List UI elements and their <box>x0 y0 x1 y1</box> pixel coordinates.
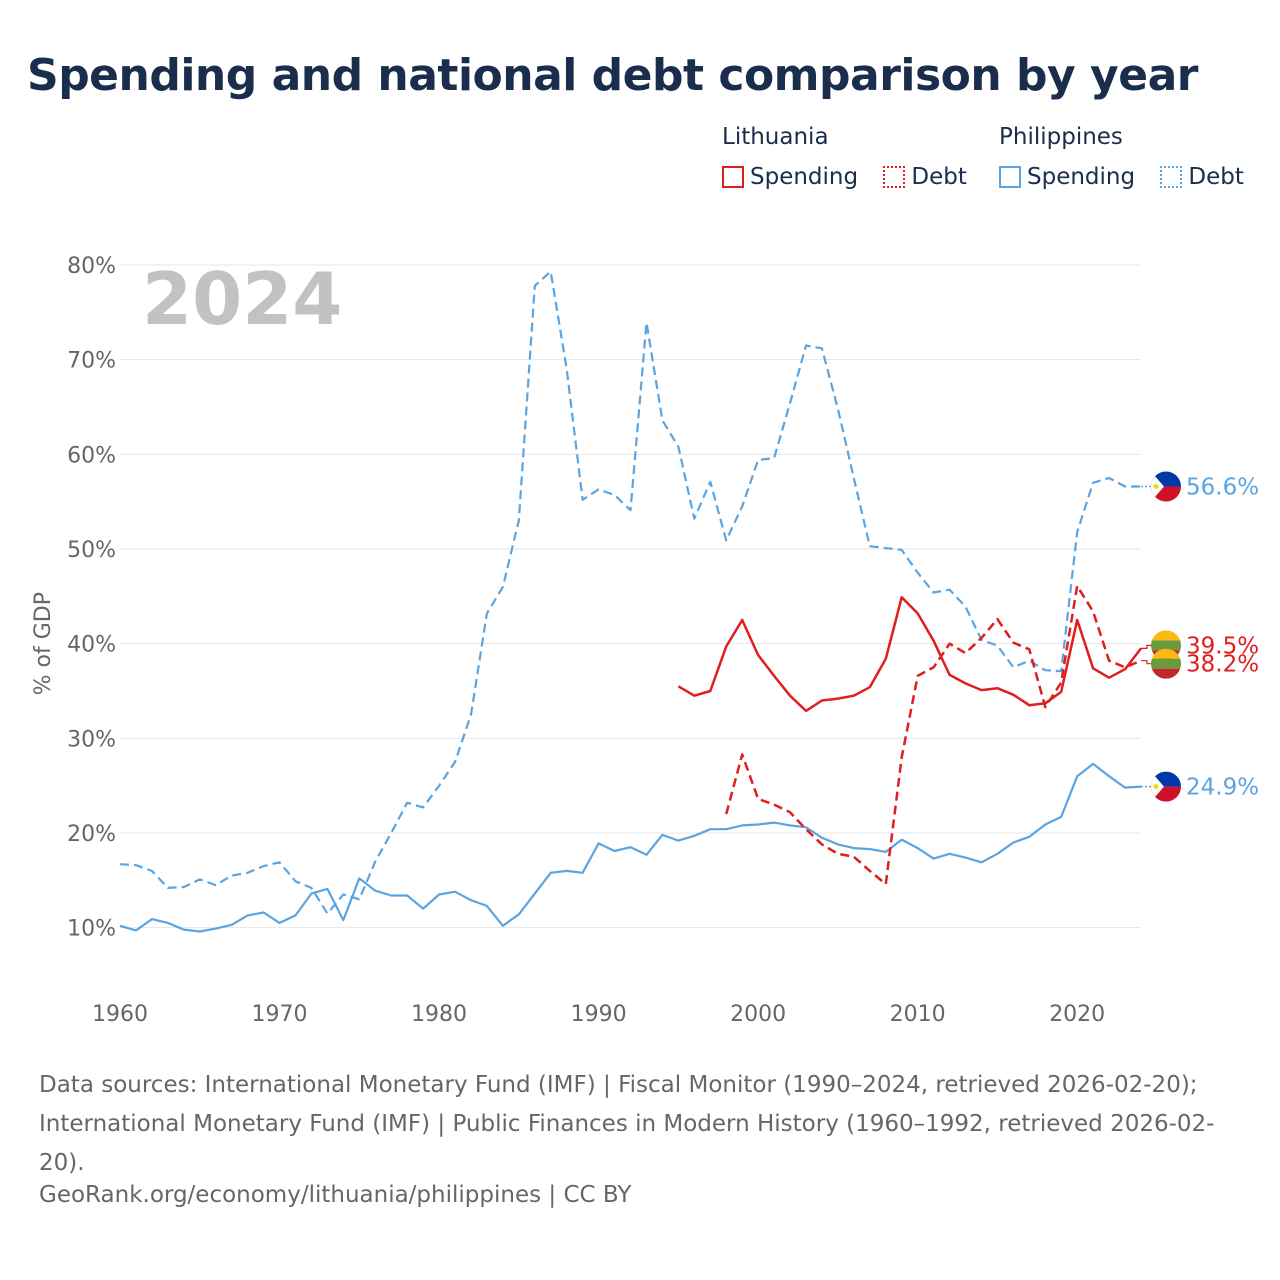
series-line-philippines-debt <box>119 270 1141 915</box>
credit-link[interactable]: GeoRank.org/economy/lithuania/philippine… <box>39 1182 632 1208</box>
legend-group-philippines: Philippines Spending Debt <box>999 124 1244 194</box>
x-tick-label: 1980 <box>411 1002 467 1027</box>
legend-group-title: Philippines <box>999 124 1123 150</box>
legend-label: Spending <box>750 164 859 190</box>
y-tick-label: 50% <box>67 538 116 563</box>
lithuania-flag-icon <box>1151 648 1181 679</box>
end-value-label-lithuania-spending: 39.5% <box>1186 633 1259 659</box>
x-tick-label: 1960 <box>92 1002 148 1027</box>
series-line-lithuania-spending <box>677 596 1142 713</box>
data-sources: Data sources: International Monetary Fun… <box>39 1072 1215 1176</box>
end-value-label-lithuania-debt: 38.2% <box>1186 652 1259 678</box>
end-value-label-philippines-debt: 56.6% <box>1186 475 1259 501</box>
x-tick-label: 1970 <box>252 1002 308 1027</box>
legend-swatch-solid-blue <box>999 166 1021 188</box>
legend-label: Spending <box>1027 164 1136 190</box>
philippines-flag-icon <box>1151 771 1181 802</box>
x-tick-label: 1990 <box>571 1002 627 1027</box>
y-axis-label: % of GDP <box>31 592 56 695</box>
series-line-philippines-spending <box>119 762 1142 933</box>
legend-swatch-dashed-red <box>883 166 906 188</box>
end-value-label-philippines-spending: 24.9% <box>1186 775 1259 801</box>
end-connector-lithuania-debt <box>1141 660 1152 665</box>
legend-item-lithuania-spending[interactable]: Spending <box>722 164 858 190</box>
legend-item-philippines-debt[interactable]: Debt <box>1160 164 1244 190</box>
line-chart: 10% 20% 30% 40% 50% 60% 70% 80% 1960 1970 1980 1990… <box>31 254 1259 1027</box>
legend-swatch-solid-red <box>722 166 744 188</box>
y-tick-label: 40% <box>67 633 116 658</box>
legend-group-title: Lithuania <box>722 124 829 150</box>
y-tick-label: 20% <box>67 822 116 847</box>
legend-item-philippines-spending[interactable]: Spending <box>999 164 1135 190</box>
end-connector-lithuania-spending <box>1141 644 1152 650</box>
y-tick-label: 80% <box>67 254 116 279</box>
chart-title: Spending and national debt comparison by… <box>27 50 1198 101</box>
y-tick-label: 60% <box>67 443 116 468</box>
legend-swatch-dashed-blue <box>1160 166 1183 188</box>
x-tick-label: 2000 <box>730 1002 786 1027</box>
year-label: 2024 <box>142 257 342 341</box>
y-tick-label: 30% <box>67 727 116 752</box>
y-tick-label: 70% <box>67 349 116 374</box>
legend-label: Debt <box>1188 164 1244 190</box>
x-tick-label: 2010 <box>890 1002 946 1027</box>
legend-item-lithuania-debt[interactable]: Debt <box>883 164 967 190</box>
legend-group-lithuania: Lithuania Spending Debt <box>722 124 985 194</box>
series-line-lithuania-debt <box>724 584 1142 886</box>
legend-label: Debt <box>911 164 967 190</box>
y-tick-label: 10% <box>67 917 116 942</box>
philippines-flag-icon <box>1151 471 1181 502</box>
x-tick-label: 2020 <box>1049 1002 1105 1027</box>
